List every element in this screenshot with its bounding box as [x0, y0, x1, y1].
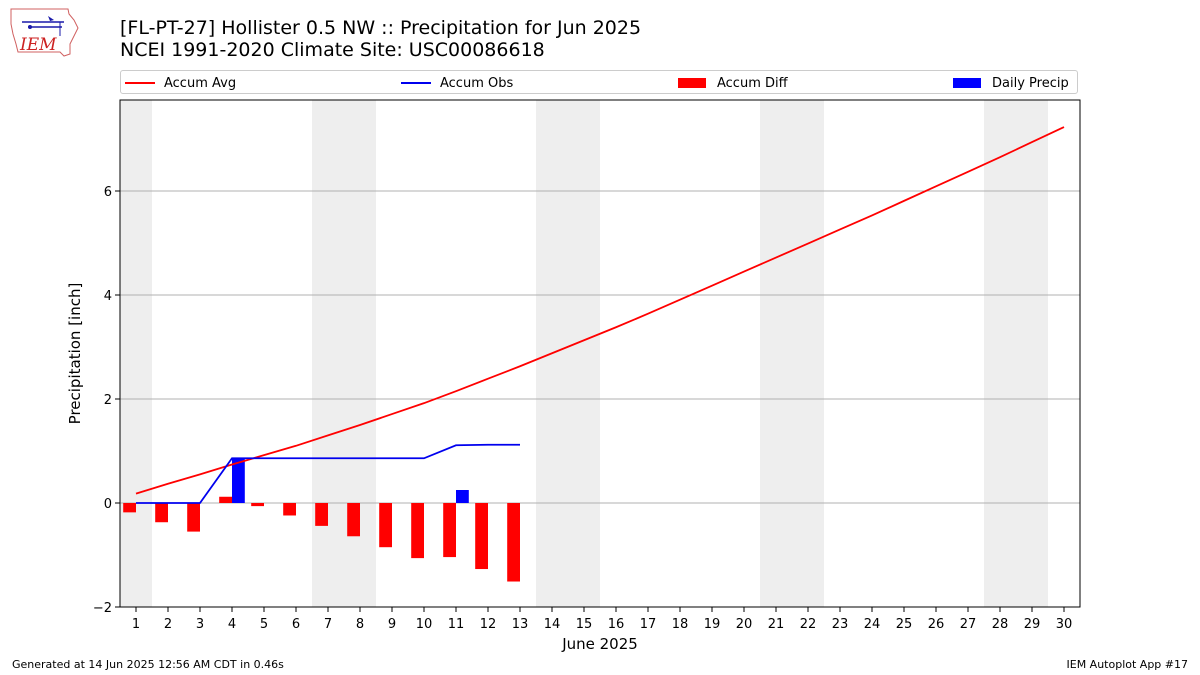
x-tick-label: 24 [864, 617, 881, 632]
diff-bar-day-11 [443, 503, 456, 558]
x-tick-label: 2 [164, 617, 172, 632]
legend-label-daily: Daily Precip [992, 75, 1069, 91]
diff-bar-day-2 [155, 503, 168, 523]
x-tick-label: 21 [768, 617, 785, 632]
chart-subtitle: NCEI 1991-2020 Climate Site: USC00086618 [120, 39, 545, 61]
weekend-shade-1 [312, 100, 376, 607]
legend-label-obs: Accum Obs [440, 75, 514, 91]
diff-bar-day-10 [411, 503, 424, 559]
x-axis-label: June 2025 [561, 635, 638, 653]
x-tick-label: 18 [672, 617, 689, 632]
x-tick-label: 27 [960, 617, 977, 632]
diff-bar-day-1 [123, 503, 136, 513]
y-axis-label: Precipitation [inch] [66, 283, 84, 425]
x-tick-label: 3 [196, 617, 204, 632]
weekend-shade-4 [984, 100, 1048, 607]
x-tick-label: 5 [260, 617, 268, 632]
diff-bar-day-6 [283, 503, 296, 516]
diff-bar-day-4 [219, 496, 232, 503]
x-tick-label: 22 [800, 617, 817, 632]
x-tick-label: 20 [736, 617, 753, 632]
legend-swatch-avg [125, 82, 155, 84]
legend-item-daily-precip: Daily Precip [953, 74, 1069, 92]
x-tick-label: 25 [896, 617, 913, 632]
legend-item-accum-diff: Accum Diff [678, 74, 788, 92]
daily-bar-day-4 [232, 458, 245, 503]
y-tick-label: 0 [104, 497, 112, 512]
legend-item-accum-avg: Accum Avg [125, 74, 236, 92]
diff-bar-day-5 [251, 503, 264, 507]
footer-generated: Generated at 14 Jun 2025 12:56 AM CDT in… [12, 658, 284, 671]
x-tick-label: 14 [544, 617, 561, 632]
diff-bar-day-8 [347, 503, 360, 537]
x-tick-label: 1 [132, 617, 140, 632]
footer-app: IEM Autoplot App #17 [1066, 658, 1189, 671]
accum-obs-line [136, 443, 520, 504]
x-tick-label: 17 [640, 617, 657, 632]
weekend-shading [120, 100, 1048, 607]
x-tick-label: 28 [992, 617, 1009, 632]
x-tick-label: 30 [1056, 617, 1073, 632]
x-tick-label: 12 [480, 617, 497, 632]
iowa-state-outline-icon [10, 8, 79, 57]
x-tick-label: 13 [512, 617, 529, 632]
diff-bar-day-13 [507, 503, 520, 582]
x-tick-label: 11 [448, 617, 465, 632]
legend-swatch-obs [401, 82, 431, 84]
x-tick-label: 16 [608, 617, 625, 632]
x-tick-label: 9 [388, 617, 396, 632]
x-tick-label: 23 [832, 617, 849, 632]
plot-frame [119, 99, 1081, 608]
diff-bar-day-3 [187, 503, 200, 532]
x-tick-label: 10 [416, 617, 433, 632]
y-tick-label: 2 [104, 393, 112, 408]
y-tick-label: −2 [93, 601, 112, 616]
legend-label-avg: Accum Avg [164, 75, 237, 91]
x-tick-label: 15 [576, 617, 593, 632]
legend-swatch-daily [953, 78, 981, 88]
x-tick-label: 7 [324, 617, 332, 632]
x-tick-label: 8 [356, 617, 364, 632]
x-tick-label: 4 [228, 617, 236, 632]
legend-swatch-diff [678, 78, 706, 88]
bars [123, 458, 520, 582]
x-tick-label: 6 [292, 617, 300, 632]
x-tick-label: 29 [1024, 617, 1041, 632]
diff-bar-day-9 [379, 503, 392, 548]
weekend-shade-2 [536, 100, 600, 607]
legend-label-diff: Accum Diff [717, 75, 788, 91]
logo-text: IEM [19, 35, 57, 55]
legend-item-accum-obs: Accum Obs [401, 74, 513, 92]
iem-logo: IEM [10, 8, 79, 57]
daily-bar-day-11 [456, 490, 469, 503]
legend: Accum Avg Accum Obs Accum Diff Daily Pre… [120, 70, 1078, 94]
diff-bar-day-12 [475, 503, 488, 570]
x-tick-label: 19 [704, 617, 721, 632]
accum-avg-line [135, 126, 1065, 495]
diff-bar-day-7 [315, 503, 328, 526]
y-tick-label: 6 [104, 185, 112, 200]
chart-title: [FL-PT-27] Hollister 0.5 NW :: Precipita… [120, 17, 642, 39]
lines [135, 126, 1065, 504]
x-tick-label: 26 [928, 617, 945, 632]
weekend-shade-3 [760, 100, 824, 607]
weekend-shade-0 [120, 100, 152, 607]
y-tick-label: 4 [104, 289, 112, 304]
